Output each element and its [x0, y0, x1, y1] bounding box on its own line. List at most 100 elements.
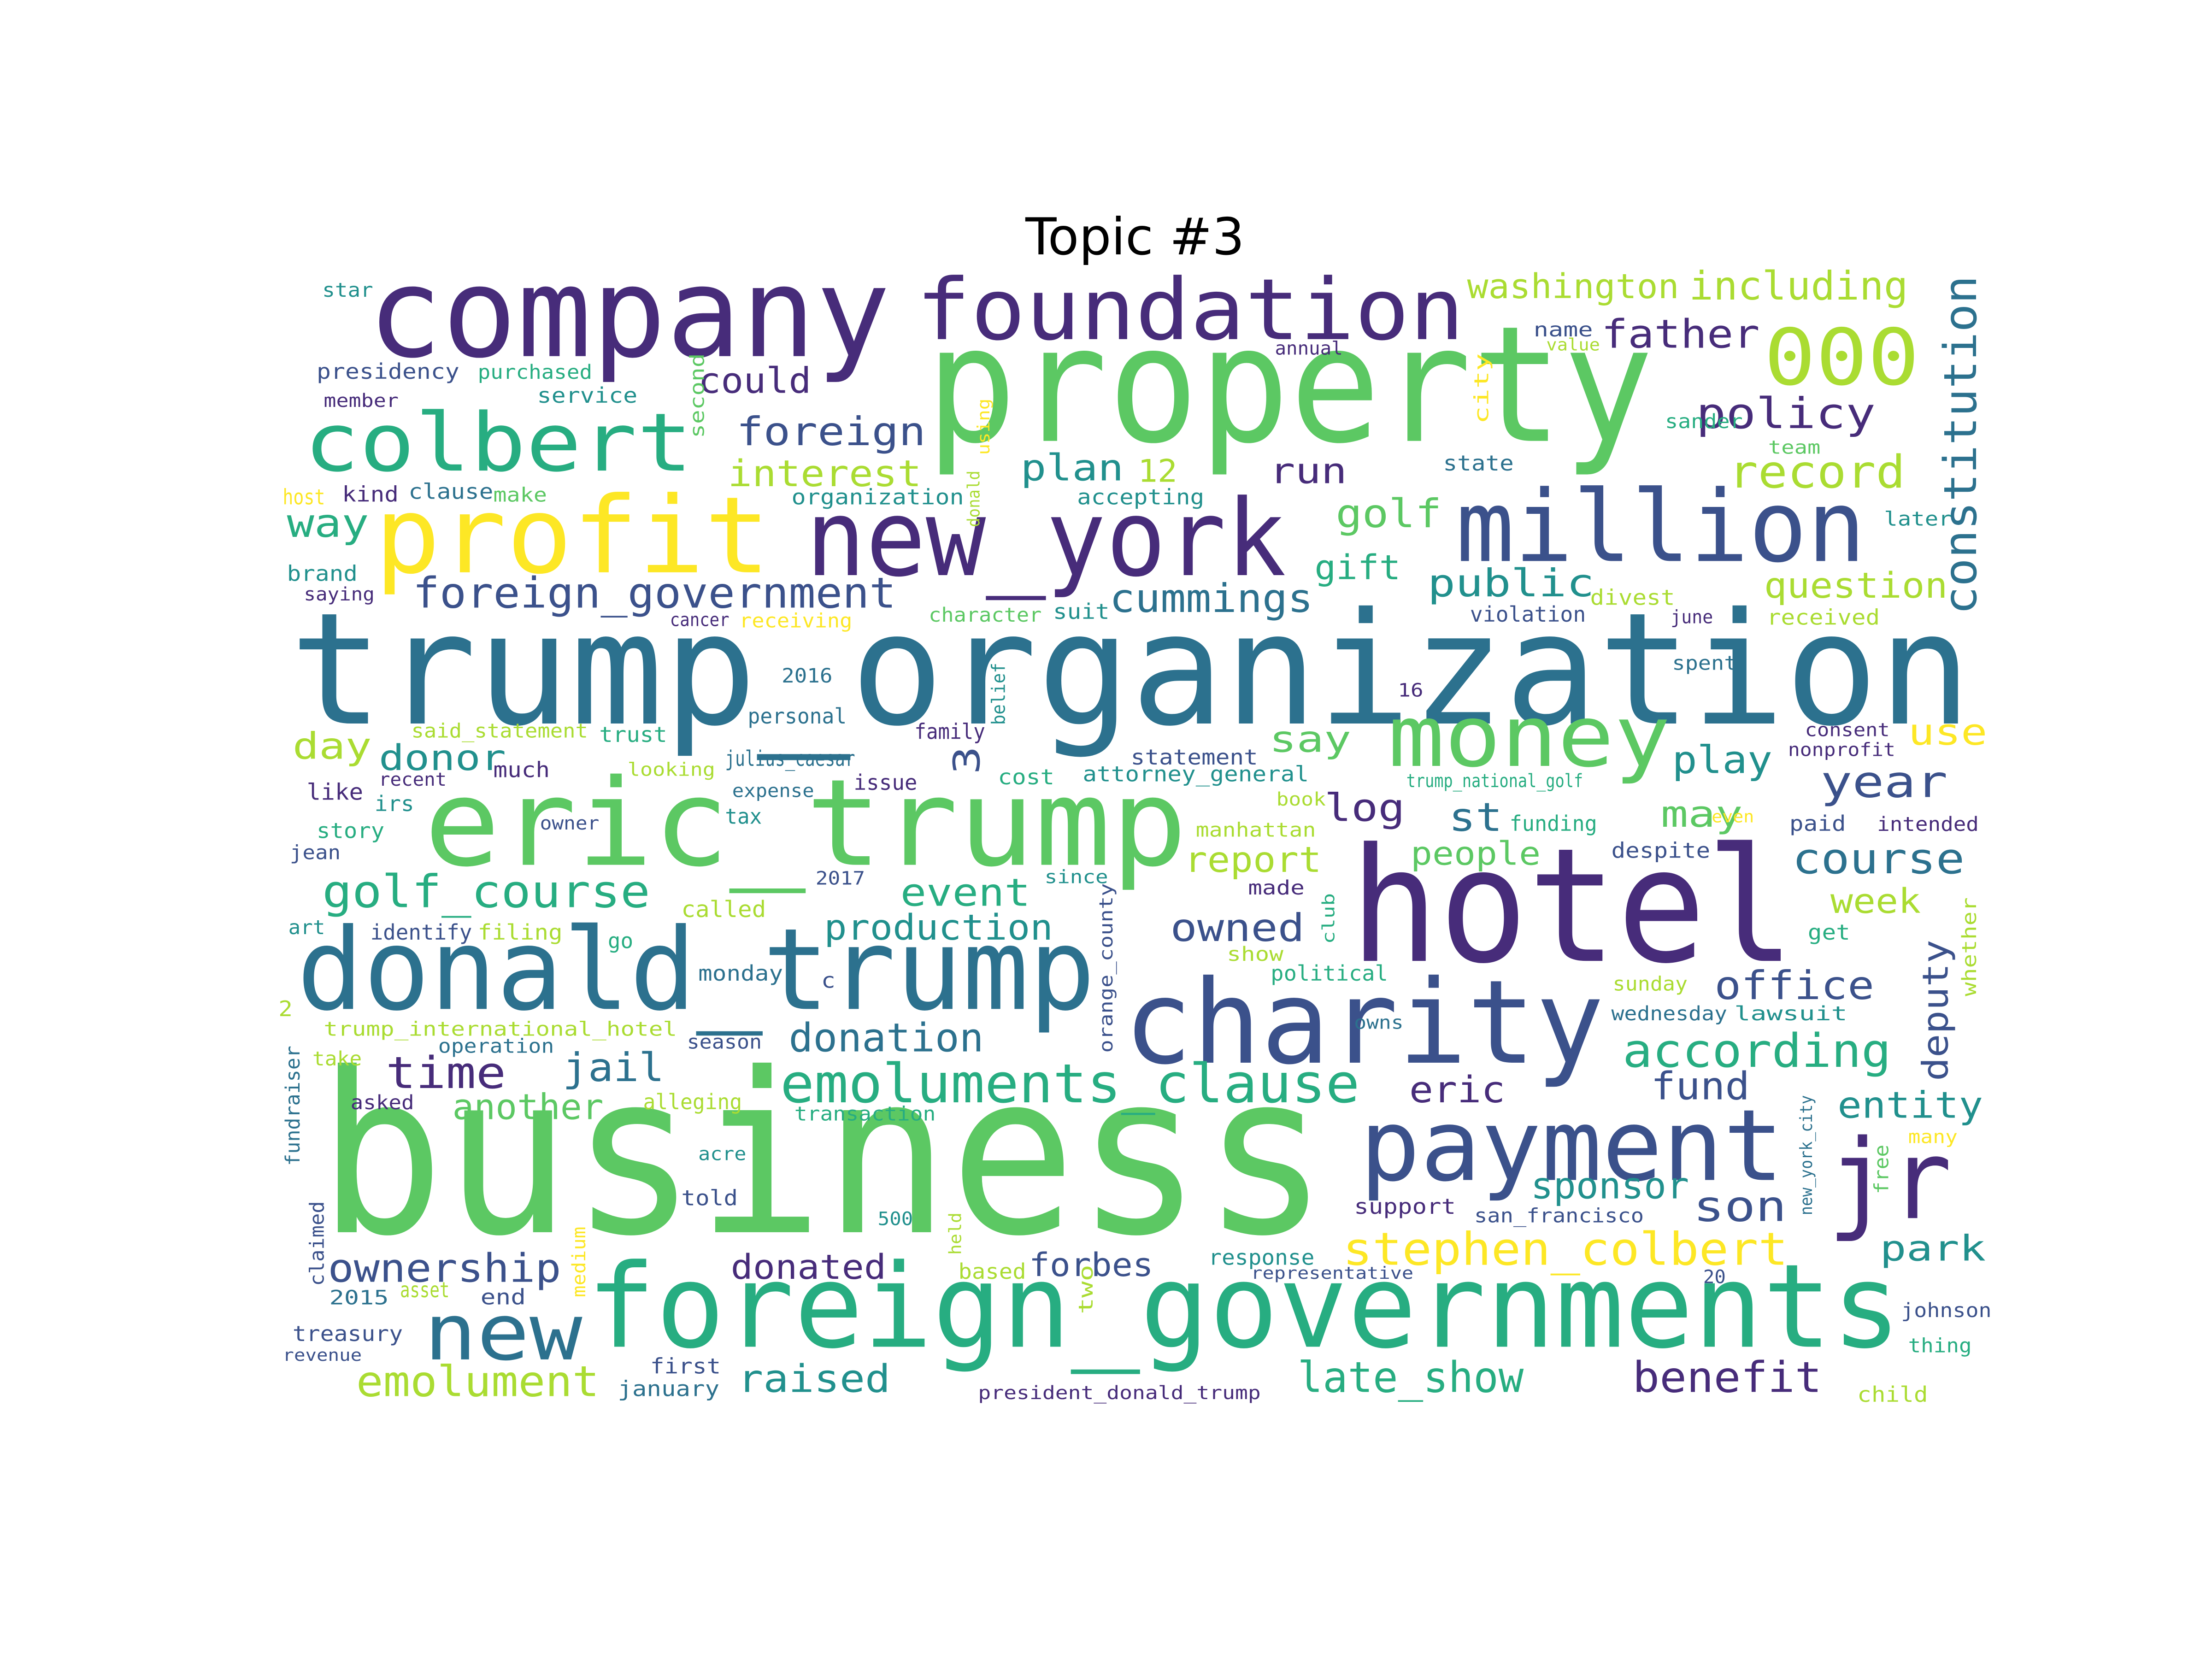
word-asset: asset: [400, 1277, 449, 1302]
word-cost: cost: [998, 765, 1054, 789]
word-property: property: [926, 292, 1654, 479]
word-2016: 2016: [782, 665, 832, 688]
word-response: response: [1208, 1245, 1314, 1270]
word-presidency: presidency: [317, 359, 459, 384]
word-suit: suit: [1053, 599, 1110, 624]
word-2: 2: [278, 996, 293, 1021]
word-san-francisco: san_francisco: [1474, 1204, 1644, 1227]
word-golf-course: golf_course: [322, 866, 650, 918]
word-policy: policy: [1696, 389, 1876, 438]
word-late-show: late_show: [1298, 1353, 1524, 1402]
word-money: money: [1388, 688, 1671, 786]
word-free: free: [1871, 1145, 1894, 1194]
word-hotel: hotel: [1350, 814, 1795, 999]
word-held: held: [946, 1212, 965, 1255]
word-consent: consent: [1805, 720, 1890, 741]
word-2017: 2017: [816, 868, 865, 889]
word-say: say: [1269, 718, 1351, 760]
word-based: based: [958, 1259, 1026, 1284]
word-cancer: cancer: [670, 609, 729, 630]
word-day: day: [293, 725, 372, 768]
word-jr: jr: [1828, 1116, 1952, 1244]
word-sander: sander: [1665, 410, 1743, 433]
word-statement: statement: [1131, 745, 1258, 770]
word-much: much: [493, 758, 550, 782]
word-divest: divest: [1590, 585, 1675, 610]
word-ownership: ownership: [328, 1245, 561, 1291]
word-lawsuit: lawsuit: [1734, 1002, 1847, 1025]
word-new-york: new_york: [806, 477, 1286, 600]
word-son: son: [1693, 1182, 1786, 1231]
word-question: question: [1764, 565, 1948, 606]
word-forbes: forbes: [1029, 1246, 1153, 1284]
word-charity: charity: [1124, 956, 1604, 1090]
word-personal: personal: [747, 704, 847, 729]
word-value: value: [1546, 335, 1600, 354]
word-deputy: deputy: [1915, 940, 1956, 1081]
word-acre: acre: [698, 1144, 746, 1165]
word-child: child: [1857, 1382, 1928, 1407]
word-state: state: [1443, 451, 1514, 476]
word-colbert: colbert: [304, 396, 692, 490]
word-st: st: [1449, 794, 1503, 841]
word-owned: owned: [1171, 906, 1305, 950]
word-representative: representative: [1251, 1263, 1413, 1283]
word-name: name: [1534, 318, 1593, 341]
word-according: according: [1623, 1024, 1891, 1078]
word-donor: donor: [379, 738, 506, 779]
word-donated: donated: [731, 1248, 886, 1287]
word-20: 20: [1703, 1266, 1726, 1288]
word-host: host: [282, 485, 325, 510]
word-using: using: [974, 399, 994, 455]
word-500: 500: [878, 1209, 913, 1230]
word-entity: entity: [1837, 1084, 1983, 1127]
word-annual: annual: [1275, 338, 1343, 359]
word-time: time: [386, 1048, 506, 1099]
word-2015: 2015: [329, 1286, 389, 1309]
word-violation: violation: [1470, 602, 1586, 627]
word-gift: gift: [1314, 548, 1400, 588]
word-june: june: [1671, 606, 1713, 628]
word-owner: owner: [540, 813, 600, 834]
word-issue: issue: [854, 770, 918, 795]
word-clause: clause: [408, 479, 493, 504]
word-log: log: [1324, 786, 1405, 830]
word-foreign: foreign: [736, 409, 926, 455]
word-member: member: [324, 390, 399, 412]
word-owns: owns: [1354, 1012, 1403, 1033]
word-profit: profit: [375, 475, 771, 598]
word-week: week: [1830, 882, 1921, 921]
word-president-donald-trump: president_donald_trump: [978, 1382, 1260, 1404]
word-transaction: transaction: [794, 1103, 936, 1126]
word-whether: whether: [1958, 897, 1981, 996]
word-donation: donation: [788, 1015, 983, 1061]
word-12: 12: [1138, 453, 1177, 489]
word-people: people: [1411, 835, 1541, 873]
word-way: way: [287, 500, 369, 547]
word-book: book: [1277, 789, 1326, 810]
word-purchased: purchased: [478, 361, 592, 384]
word-report: report: [1184, 840, 1322, 881]
word-belief: belief: [988, 663, 1010, 725]
word-spent: spent: [1672, 652, 1737, 675]
word-run: run: [1269, 451, 1347, 492]
word-two: two: [1075, 1265, 1098, 1314]
word-revenue: revenue: [282, 1345, 362, 1365]
word-course: course: [1792, 834, 1965, 883]
word-like: like: [307, 779, 364, 806]
word-company: company: [367, 241, 890, 386]
word-first: first: [650, 1354, 721, 1379]
word-emoluments-clause: emoluments_clause: [780, 1053, 1360, 1115]
word-make: make: [493, 484, 547, 507]
word-payment: payment: [1360, 1088, 1784, 1203]
word-trust: trust: [599, 722, 667, 747]
word-go: go: [608, 929, 633, 953]
word-intended: intended: [1877, 813, 1979, 836]
word-made: made: [1248, 877, 1305, 900]
word-another: another: [452, 1087, 603, 1128]
word-business: business: [318, 1025, 1329, 1285]
word-operation: operation: [438, 1035, 554, 1058]
word-funding: funding: [1510, 811, 1597, 836]
word-16: 16: [1398, 680, 1423, 701]
word-second: second: [686, 353, 709, 438]
